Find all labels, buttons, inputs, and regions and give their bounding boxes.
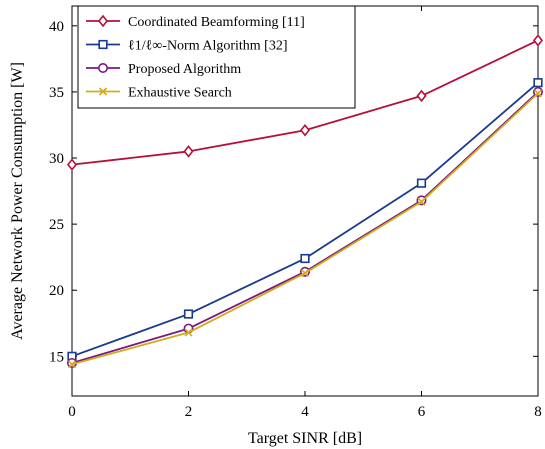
legend-box bbox=[77, 5, 356, 109]
legend-swatch-marker bbox=[98, 87, 108, 96]
legend-label: Coordinated Beamforming [11] bbox=[128, 15, 305, 30]
legend-item: Exhaustive Search bbox=[86, 86, 232, 101]
series-2 bbox=[67, 78, 543, 361]
x-tick-label: 8 bbox=[534, 404, 542, 420]
series-4-point bbox=[417, 197, 426, 206]
y-axis-title: Average Network Power Consumption [W] bbox=[9, 62, 26, 340]
series-layer bbox=[66, 34, 544, 369]
series-1-point bbox=[183, 145, 194, 158]
series-4 bbox=[67, 89, 543, 369]
y-tick-label: 15 bbox=[49, 349, 64, 365]
legend-label: ℓ1/ℓ∞-Norm Algorithm [32] bbox=[128, 39, 288, 54]
legend-swatch-marker bbox=[98, 62, 109, 73]
legend-item: Coordinated Beamforming [11] bbox=[86, 14, 305, 30]
y-tick-label: 20 bbox=[49, 283, 64, 299]
legend-swatch-marker bbox=[97, 14, 109, 28]
series-2-line bbox=[71, 81, 539, 358]
series-1-point bbox=[532, 34, 544, 47]
x-axis-title: Target SINR [dB] bbox=[248, 430, 362, 447]
series-4-point bbox=[184, 328, 193, 337]
series-2-point bbox=[533, 78, 543, 88]
series-2-point bbox=[300, 253, 310, 264]
series-4-point bbox=[300, 268, 310, 278]
series-4-point bbox=[67, 360, 77, 369]
series-4-point bbox=[533, 89, 543, 98]
x-tick-label: 6 bbox=[418, 404, 426, 420]
axis-ticks: 0 2 4 6 8 15 20 25 30 35 40 bbox=[49, 6, 542, 420]
x-tick-label: 2 bbox=[185, 404, 193, 420]
series-2-point bbox=[416, 178, 427, 188]
x-tick-label: 0 bbox=[68, 404, 76, 420]
legend-item: Proposed Algorithm bbox=[86, 62, 241, 77]
series-1-point bbox=[66, 158, 78, 171]
x-tick-label: 4 bbox=[301, 404, 309, 420]
legend-label: Exhaustive Search bbox=[128, 86, 232, 101]
series-1-point bbox=[299, 123, 311, 137]
y-tick-label: 30 bbox=[49, 151, 64, 167]
legend-label: Proposed Algorithm bbox=[128, 62, 241, 77]
y-tick-label: 35 bbox=[49, 85, 64, 101]
y-tick-label: 40 bbox=[49, 19, 64, 35]
series-1-point bbox=[416, 89, 427, 103]
series-2-point bbox=[183, 309, 194, 319]
legend-item: ℓ1/ℓ∞-Norm Algorithm [32] bbox=[86, 39, 288, 54]
series-1 bbox=[66, 34, 544, 171]
legend-swatch-marker bbox=[98, 39, 108, 50]
legend: Coordinated Beamforming [11] ℓ1/ℓ∞-Norm A… bbox=[77, 5, 356, 109]
y-tick-label: 25 bbox=[49, 217, 64, 233]
